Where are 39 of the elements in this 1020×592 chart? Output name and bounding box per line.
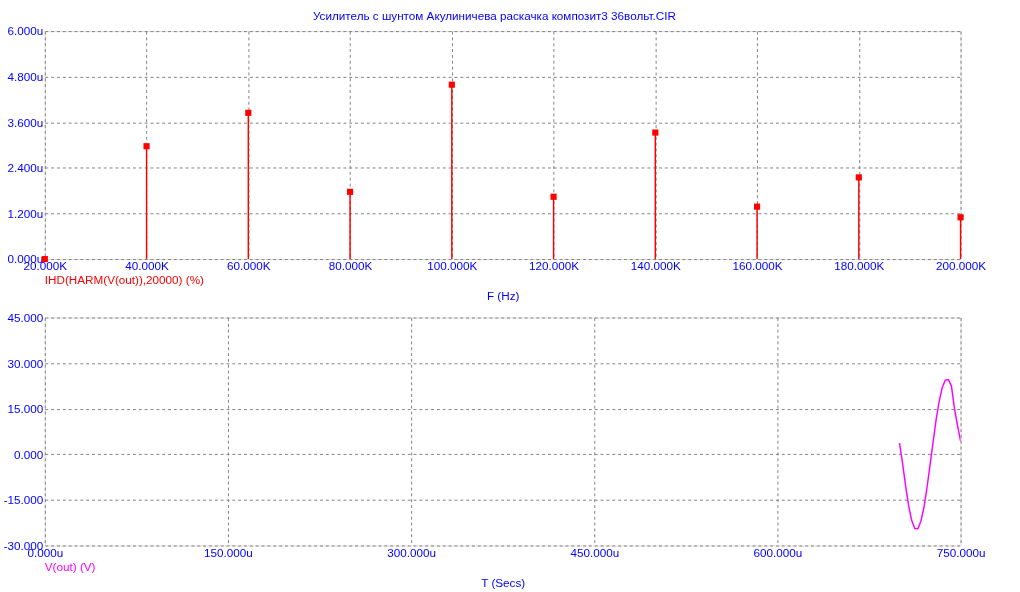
y-tick-label: 3.600u <box>7 115 44 129</box>
series-label: IHD(HARM(V(out)),20000) (%) <box>44 273 205 287</box>
point <box>346 188 354 195</box>
x-tick-label: 180.000K <box>834 259 885 273</box>
line-series <box>898 378 961 530</box>
point <box>245 109 252 116</box>
x-tick-label: 300.000u <box>387 545 436 559</box>
x-tick-label: 140.000K <box>630 259 682 273</box>
x-tick-label: 100.000K <box>427 259 478 273</box>
point <box>143 143 150 150</box>
point <box>855 174 862 181</box>
y-tick-label: 15.000 <box>7 402 44 416</box>
x-axis-title: T (Secs) <box>481 575 526 589</box>
x-tick-label: 60.000K <box>227 259 271 273</box>
y-tick-label: 2.400u <box>7 161 44 175</box>
y-tick-label: -15.000 <box>3 493 44 507</box>
y-tick-label: 1.200u <box>7 206 44 220</box>
point <box>652 129 659 136</box>
x-tick-label: 600.000u <box>753 545 803 559</box>
x-tick-label: 160.000K <box>732 259 783 273</box>
x-tick-label: 150.000u <box>204 545 253 559</box>
x-tick-label: 450.000u <box>570 545 620 559</box>
y-tick-label: 45.000 <box>7 310 44 324</box>
x-axis-title: F (Hz) <box>486 289 520 303</box>
y-tick-label: 30.000 <box>7 356 44 370</box>
x-tick-label: 120.000K <box>529 259 580 273</box>
text: V(out) (V) <box>44 559 96 573</box>
point <box>957 214 964 221</box>
x-tick-label: 200.000K <box>936 259 987 273</box>
x-tick-label: 80.000K <box>328 259 373 273</box>
point <box>448 81 455 88</box>
y-tick-label: 4.800u <box>7 70 44 84</box>
x-tick-label: 40.000K <box>125 259 170 273</box>
chart-title: Усилитель с шунтом Акулиничева раскачка композит3 36вольт.CIR <box>312 8 676 22</box>
point <box>753 203 761 210</box>
y-tick-label: 0.000 <box>14 447 44 461</box>
x-tick-label: 750.000u <box>936 545 986 559</box>
point <box>550 193 557 200</box>
y-tick-label: 6.000u <box>7 24 44 38</box>
